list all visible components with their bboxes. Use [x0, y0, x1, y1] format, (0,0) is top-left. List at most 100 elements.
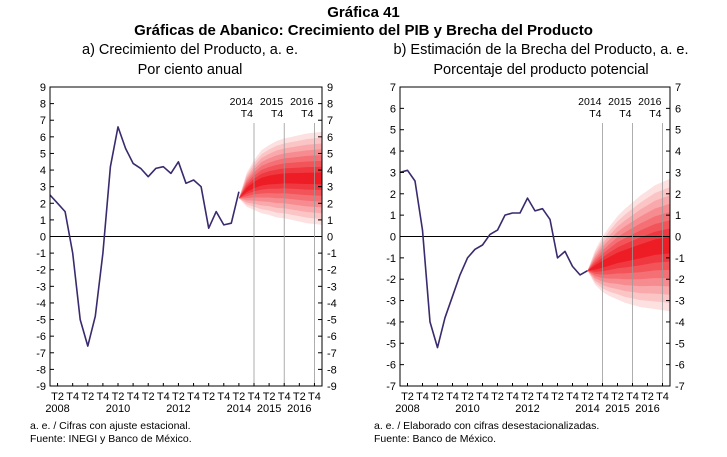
y-tick-label: -7 [386, 381, 396, 393]
right-y-tick-label: 2 [675, 189, 681, 201]
right-y-tick-label: 7 [675, 82, 681, 94]
x-year-label: 2014 [575, 403, 599, 415]
right-y-tick-label: -9 [327, 381, 337, 393]
right-y-tick-label: -1 [675, 253, 685, 265]
figure-title: Gráficas de Abanico: Crecimiento del PIB… [134, 22, 593, 39]
x-quarter-label: T2 [172, 391, 185, 403]
y-tick-label: -1 [36, 248, 46, 260]
y-tick-label: -9 [36, 381, 46, 393]
x-quarter-label: T4 [596, 391, 609, 403]
fan-band [238, 172, 322, 199]
right-y-tick-label: 0 [327, 232, 333, 244]
x-quarter-label: T4 [308, 391, 321, 403]
series-line [49, 126, 240, 347]
right-y-tick-label: 4 [675, 146, 681, 158]
right-y-tick-label: 2 [327, 198, 333, 210]
y-tick-label: -1 [386, 253, 396, 265]
x-quarter-label: T4 [416, 391, 429, 403]
x-quarter-label: T4 [157, 391, 170, 403]
y-tick-label: 5 [390, 125, 396, 137]
x-quarter-label: T2 [641, 391, 654, 403]
y-tick-label: 2 [390, 189, 396, 201]
series-line [399, 169, 588, 349]
marker-year-label: 2014 [230, 96, 254, 108]
y-tick-label: -3 [36, 281, 46, 293]
x-quarter-label: T4 [127, 391, 140, 403]
y-tick-label: -3 [386, 296, 396, 308]
panel-a-source: Fuente: INEGI y Banco de México. [30, 433, 192, 445]
x-quarter-label: T2 [293, 391, 306, 403]
x-quarter-label: T4 [446, 391, 459, 403]
right-y-tick-label: -4 [327, 298, 337, 310]
marker-quarter-label: T4 [649, 108, 661, 120]
panel-a-title: a) Crecimiento del Producto, a. e. [82, 42, 298, 58]
right-y-tick-label: -7 [327, 348, 337, 360]
x-quarter-label: T4 [278, 391, 291, 403]
y-tick-label: 3 [390, 167, 396, 179]
x-year-label: 2012 [515, 403, 539, 415]
y-tick-label: 2 [40, 198, 46, 210]
y-tick-label: 8 [40, 99, 46, 111]
x-quarter-label: T2 [431, 391, 444, 403]
y-tick-label: 5 [40, 148, 46, 160]
y-tick-label: -4 [386, 317, 396, 329]
x-quarter-label: T2 [581, 391, 594, 403]
right-y-tick-label: 9 [327, 82, 333, 94]
x-quarter-label: T4 [217, 391, 230, 403]
x-quarter-label: T4 [66, 391, 79, 403]
fan-band [587, 236, 670, 271]
marker-year-label: 2016 [290, 96, 314, 108]
y-tick-label: 0 [40, 232, 46, 244]
right-y-tick-label: 3 [675, 167, 681, 179]
x-year-label: 2010 [455, 403, 479, 415]
y-tick-label: 0 [390, 232, 396, 244]
right-y-tick-label: -5 [675, 338, 685, 350]
y-tick-label: 7 [40, 115, 46, 127]
right-y-tick-label: 8 [327, 99, 333, 111]
y-tick-label: 4 [390, 146, 396, 158]
y-tick-label: -4 [36, 298, 46, 310]
x-quarter-label: T2 [491, 391, 504, 403]
right-y-tick-label: 1 [327, 215, 333, 227]
x-quarter-label: T4 [656, 391, 669, 403]
x-year-label: 2015 [257, 403, 281, 415]
x-quarter-label: T2 [142, 391, 155, 403]
x-quarter-label: T2 [611, 391, 624, 403]
right-y-tick-label: -1 [327, 248, 337, 260]
x-quarter-label: T4 [476, 391, 489, 403]
y-tick-label: 3 [40, 182, 46, 194]
x-year-label: 2016 [635, 403, 659, 415]
marker-quarter-label: T4 [589, 108, 601, 120]
y-tick-label: 1 [40, 215, 46, 227]
x-year-label: 2008 [395, 403, 419, 415]
x-year-label: 2015 [605, 403, 629, 415]
x-quarter-label: T2 [521, 391, 534, 403]
right-y-tick-label: -2 [675, 274, 685, 286]
y-tick-label: -8 [36, 364, 46, 376]
y-tick-label: 6 [40, 132, 46, 144]
x-quarter-label: T4 [248, 391, 261, 403]
right-y-tick-label: -6 [675, 360, 685, 372]
panel-a-subtitle: Por ciento anual [137, 62, 243, 78]
marker-year-label: 2015 [260, 96, 284, 108]
right-y-tick-label: 4 [327, 165, 333, 177]
x-year-label: 2014 [227, 403, 251, 415]
panel-b-source: Fuente: Banco de México. [374, 433, 496, 445]
x-quarter-label: T2 [202, 391, 215, 403]
y-tick-label: -5 [36, 315, 46, 327]
y-tick-label: 6 [390, 103, 396, 115]
x-quarter-label: T2 [401, 391, 414, 403]
y-tick-label: -6 [386, 360, 396, 372]
marker-year-label: 2014 [578, 96, 602, 108]
marker-quarter-label: T4 [619, 108, 631, 120]
panel-b-title: b) Estimación de la Brecha del Producto,… [393, 42, 689, 58]
right-y-tick-label: -3 [327, 281, 337, 293]
right-y-tick-label: 6 [675, 103, 681, 115]
marker-quarter-label: T4 [271, 108, 283, 120]
right-y-tick-label: -8 [327, 364, 337, 376]
right-y-tick-label: 7 [327, 115, 333, 127]
x-quarter-label: T2 [81, 391, 94, 403]
x-year-label: 2010 [106, 403, 130, 415]
